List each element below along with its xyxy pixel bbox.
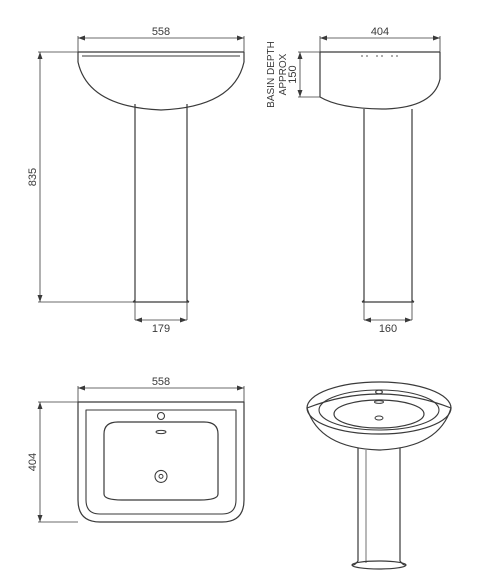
svg-text:558: 558 <box>152 376 170 388</box>
svg-text:160: 160 <box>379 323 397 335</box>
svg-text:558: 558 <box>152 26 170 38</box>
svg-text:404: 404 <box>371 26 389 38</box>
svg-text:835: 835 <box>27 168 39 186</box>
svg-text:179: 179 <box>152 323 170 335</box>
svg-text:APPROX: APPROX <box>278 53 289 95</box>
perspective-view <box>307 382 451 569</box>
svg-text:404: 404 <box>27 453 39 471</box>
front-elevation <box>78 52 244 302</box>
plan-view <box>78 402 244 522</box>
svg-text:BASIN DEPTH: BASIN DEPTH <box>266 41 277 108</box>
side-elevation <box>320 52 440 302</box>
